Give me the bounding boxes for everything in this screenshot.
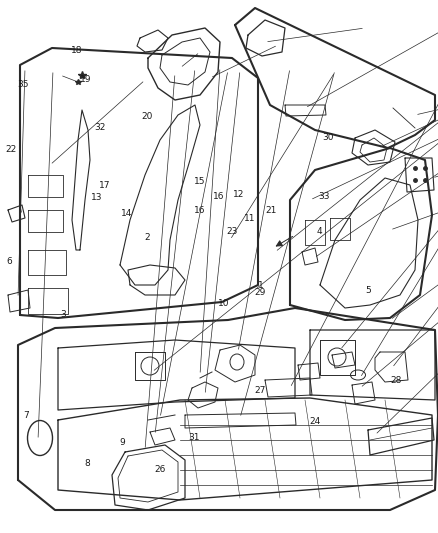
Text: 3: 3: [60, 310, 67, 319]
Text: 27: 27: [254, 386, 265, 395]
Text: 2: 2: [144, 233, 149, 241]
Text: 28: 28: [391, 376, 402, 384]
Text: 9: 9: [119, 438, 125, 447]
Text: 23: 23: [226, 228, 238, 236]
Text: 22: 22: [5, 145, 17, 154]
Text: 12: 12: [233, 190, 244, 199]
Text: 16: 16: [194, 206, 205, 215]
Text: 16: 16: [213, 192, 225, 200]
Text: 20: 20: [141, 112, 152, 120]
Text: 7: 7: [23, 411, 29, 420]
Text: 4: 4: [317, 228, 322, 236]
Text: 26: 26: [154, 465, 166, 473]
Text: 32: 32: [94, 124, 106, 132]
Text: 24: 24: [310, 417, 321, 425]
Text: 14: 14: [121, 209, 133, 217]
Text: 17: 17: [99, 181, 111, 190]
Text: 10: 10: [218, 300, 229, 308]
Text: 15: 15: [194, 177, 205, 185]
Text: 21: 21: [265, 206, 276, 215]
Text: 13: 13: [91, 193, 102, 201]
Text: 11: 11: [244, 214, 255, 223]
Text: 8: 8: [85, 459, 91, 468]
Text: 18: 18: [71, 46, 82, 55]
Text: 33: 33: [318, 192, 330, 200]
Text: 30: 30: [322, 133, 333, 142]
Text: 29: 29: [254, 288, 265, 296]
Text: 31: 31: [188, 433, 200, 441]
Text: 6: 6: [6, 257, 12, 265]
Text: 35: 35: [18, 80, 29, 88]
Text: 19: 19: [80, 76, 91, 84]
Text: 5: 5: [365, 286, 371, 295]
Text: 1: 1: [258, 281, 264, 289]
